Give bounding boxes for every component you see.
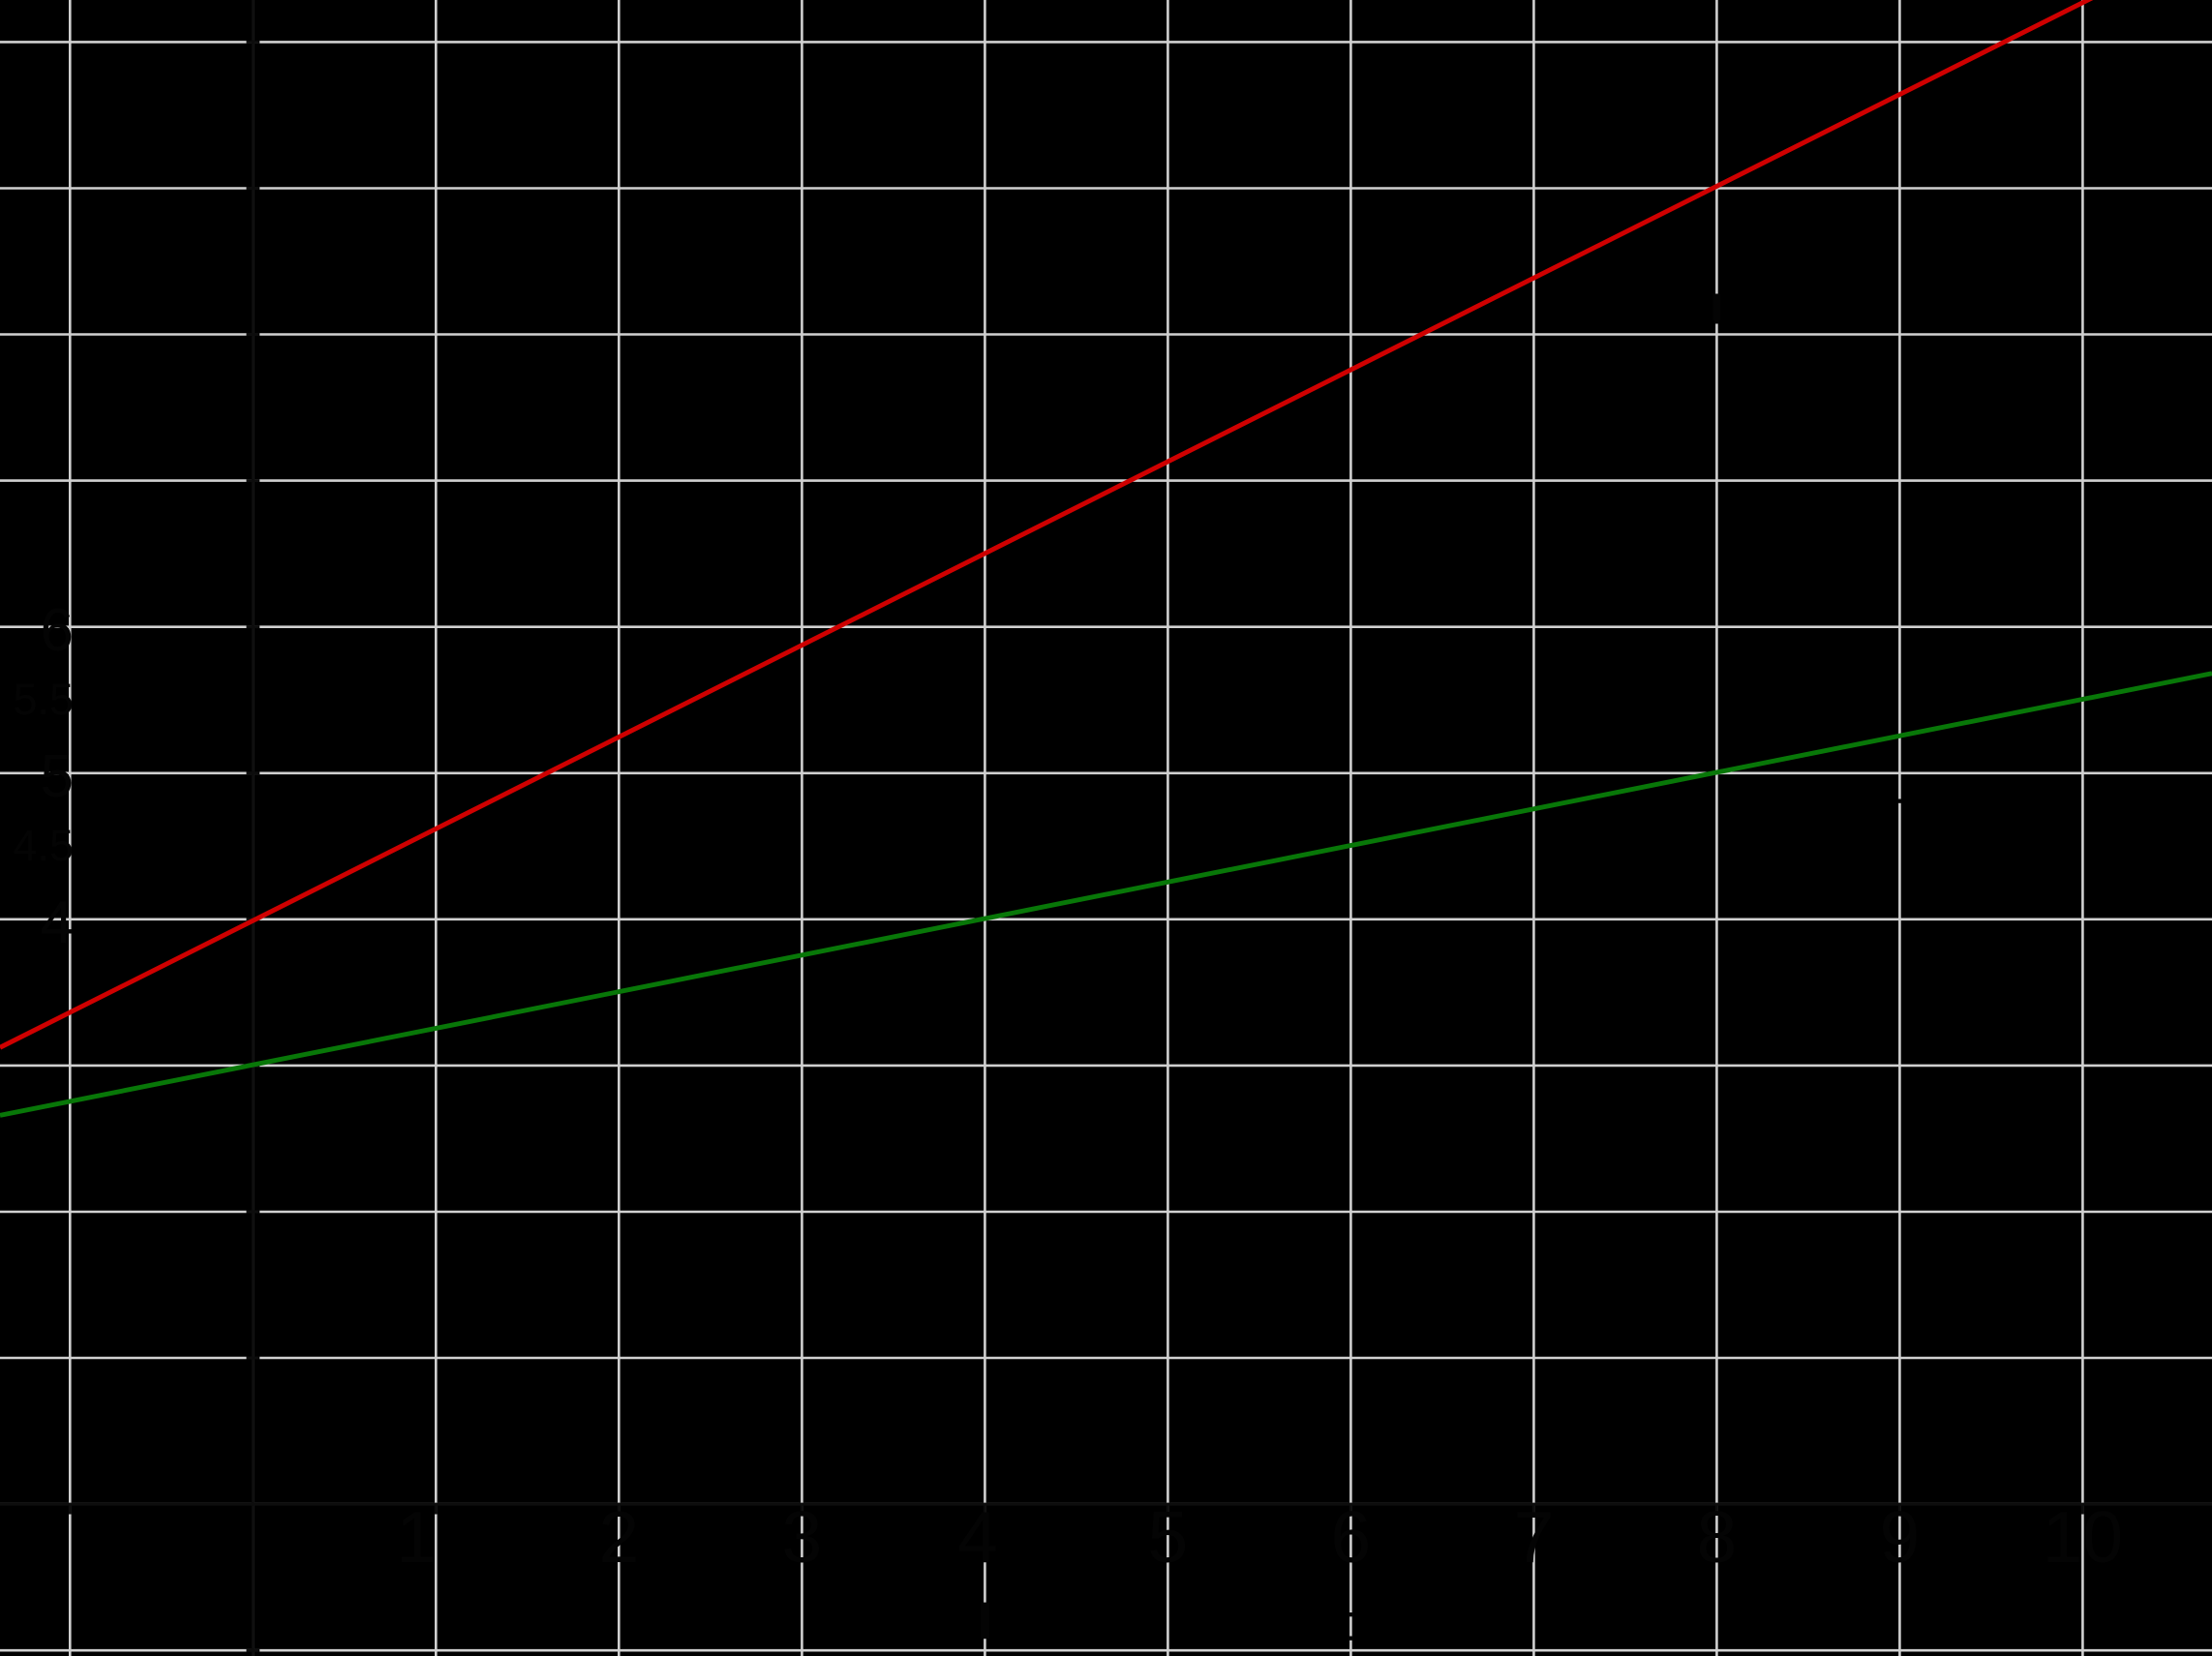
svg-text:9: 9	[1880, 1496, 1921, 1578]
svg-text:4: 4	[41, 889, 74, 956]
svg-text:6: 6	[41, 597, 74, 664]
svg-text:5.5: 5.5	[13, 675, 74, 724]
svg-text:2: 2	[598, 1496, 639, 1578]
svg-text:5: 5	[1148, 1496, 1189, 1578]
svg-text:4.5: 4.5	[13, 821, 74, 870]
svg-text:6: 6	[1331, 1496, 1372, 1578]
svg-text:5: 5	[41, 743, 74, 810]
svg-text:4: 4	[957, 1496, 998, 1578]
svg-text:10: 10	[2043, 1496, 2123, 1578]
svg-text:7: 7	[1514, 1496, 1555, 1578]
svg-text:8: 8	[1697, 1496, 1738, 1578]
svg-text:3: 3	[782, 1496, 823, 1578]
svg-text:1: 1	[396, 1496, 437, 1578]
